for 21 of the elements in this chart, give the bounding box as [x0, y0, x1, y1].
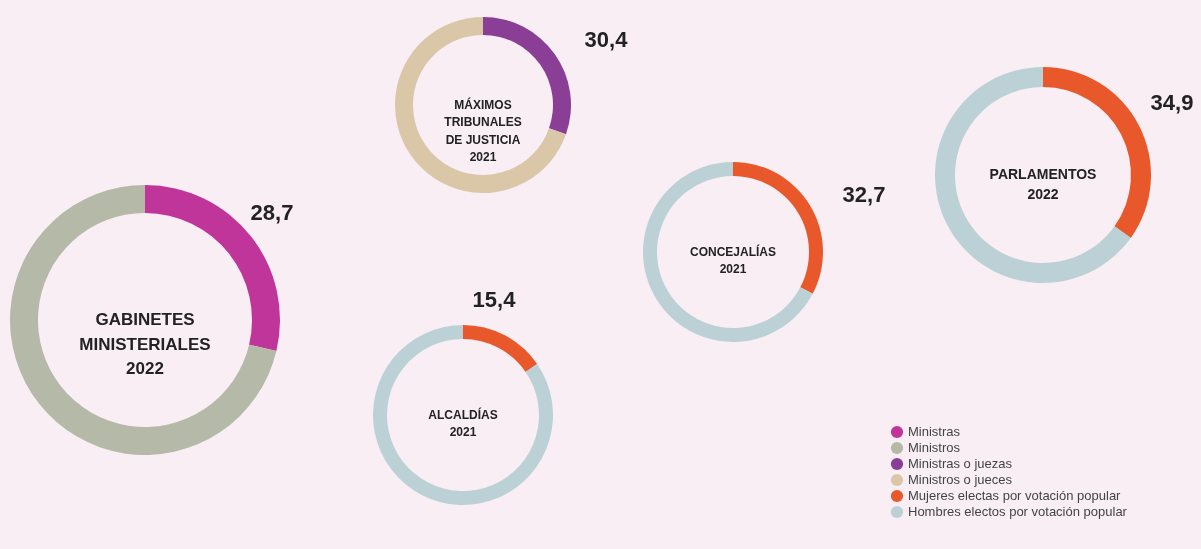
legend-label: Ministras o juezas	[908, 456, 1013, 471]
data-label: 15,4	[472, 287, 517, 312]
donut-slice	[643, 162, 813, 342]
legend-label: Hombres electos por votación popular	[908, 504, 1128, 519]
text: CONCEJALÍAS 2021	[689, 244, 777, 277]
data-label: 34,9	[1150, 90, 1194, 115]
legend-label: Mujeres electas por votación popular	[908, 488, 1122, 503]
text: ALCALDÍAS 2021	[428, 407, 498, 440]
text: MÁXIMOS TRIBUNALES DE JUSTICIA 2021	[444, 97, 522, 165]
data-label: 28,7	[250, 200, 294, 225]
data-label: 30,4	[584, 27, 629, 52]
legend-label: Ministros o jueces	[908, 472, 1013, 487]
donut-slice	[373, 325, 553, 505]
text: GABINETES MINISTERIALES 2022	[79, 310, 211, 379]
data-label: 32,7	[842, 182, 886, 207]
donut-slice	[395, 17, 566, 193]
donut-slice	[935, 67, 1131, 283]
legend-label: Ministros	[908, 440, 961, 455]
donut-slice	[463, 325, 538, 372]
text: PARLAMENTOS 2022	[989, 166, 1097, 203]
legend-label: Ministras	[908, 424, 961, 439]
